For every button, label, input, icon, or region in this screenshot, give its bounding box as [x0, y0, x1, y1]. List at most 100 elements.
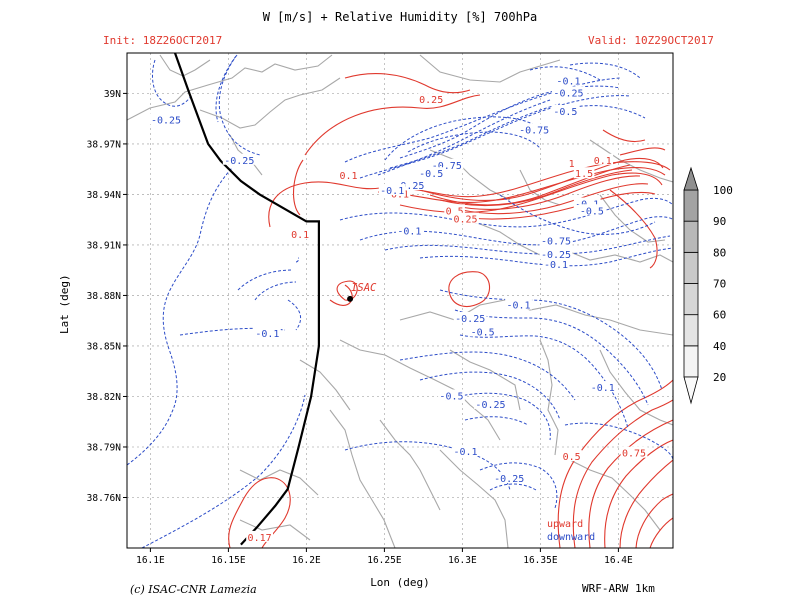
- contour-label-downward-bg: [149, 113, 183, 125]
- station-marker: ISAC: [347, 282, 377, 302]
- contour-label-downward: -0.1: [556, 77, 580, 88]
- legend-upward: upward: [547, 519, 584, 530]
- contour-label-downward-bg: [551, 104, 579, 116]
- y-tick-label: 38.91N: [87, 240, 122, 251]
- colorbar-segment: [683, 251, 699, 284]
- valid-time-label: Valid: 10Z29OCT2017: [588, 34, 714, 47]
- contour-label-upward-bg: [289, 227, 311, 239]
- contour-label-downward-bg: [505, 298, 532, 310]
- contour-label-downward-bg: [254, 327, 281, 339]
- x-tick-label: 16.25E: [367, 555, 402, 566]
- contour-label-upward: 0.75: [622, 449, 646, 460]
- contour-label-downward: -0.25: [541, 250, 571, 261]
- contour-label-upward: 0.1: [291, 230, 309, 241]
- contour-label-upward-bg: [452, 212, 479, 224]
- colorbar-label: 20: [713, 371, 726, 384]
- contour-label-upward: 0.1: [594, 156, 612, 167]
- contour-label-downward: -0.25: [224, 156, 254, 167]
- model-label: WRF-ARW 1km: [582, 582, 655, 595]
- x-tick-label: 16.3E: [448, 555, 477, 566]
- contour-label-downward: -0.75: [432, 161, 462, 172]
- colorbar-label: 70: [713, 278, 726, 291]
- x-tick-label: 16.1E: [136, 555, 165, 566]
- x-axis-label: Lon (deg): [370, 576, 430, 589]
- colorbar-segment: [683, 283, 699, 316]
- contour-label-downward: -0.1: [380, 186, 404, 197]
- coastline: [173, 53, 320, 546]
- contour-label-downward: -0.1: [544, 260, 568, 271]
- contour-label-downward: -0.1: [507, 301, 531, 312]
- contour-label-downward: -0.25: [455, 314, 485, 325]
- contour-label-upward-bg: [620, 446, 648, 458]
- contour-label-downward-bg: [589, 381, 617, 393]
- contour-label-downward: -0.1: [453, 447, 477, 458]
- y-tick-label: 38.85N: [87, 341, 122, 352]
- contour-label-downward-bg: [573, 197, 601, 209]
- contour-label-downward-bg: [438, 389, 465, 401]
- y-axis-label: Lat (deg): [58, 274, 71, 334]
- contour-label-downward-bg: [378, 184, 406, 196]
- colorbar: 20 40 60 70 80 90 100: [683, 166, 733, 405]
- contour-label-downward: -0.75: [519, 125, 549, 136]
- colorbar-label: 80: [713, 246, 726, 259]
- contour-label-downward: -0.25: [475, 400, 505, 411]
- colorbar-bottom-arrow: [683, 376, 699, 405]
- contour-labels: 0.250.10.10.10.50.2511.50.10.50.750.17-0…: [149, 74, 648, 544]
- contour-label-downward-bg: [551, 86, 585, 98]
- contour-label-downward: -0.1: [591, 383, 615, 394]
- y-tick-label: 38.88N: [87, 291, 122, 302]
- y-tick-label: 38.94N: [87, 190, 122, 201]
- contour-label-downward-bg: [222, 153, 256, 165]
- station-label: ISAC: [351, 282, 377, 294]
- x-tick-label: 16.4E: [604, 555, 633, 566]
- axes: 16.1E 16.15E 16.2E 16.25E 16.3E 16.35E 16.4E 38…: [87, 89, 633, 566]
- station-dot: [347, 295, 354, 302]
- colorbar-label: 90: [713, 215, 726, 228]
- contour-label-downward: -0.25: [494, 474, 524, 485]
- contour-label-upward-bg: [417, 93, 445, 105]
- contour-label-downward-bg: [555, 74, 582, 86]
- contour-label-downward-bg: [452, 445, 479, 457]
- legend-downward: downward: [547, 532, 596, 543]
- contour-label-upward-bg: [567, 157, 576, 169]
- contour-label-downward: -0.1: [397, 226, 421, 237]
- x-tick-label: 16.15E: [211, 555, 246, 566]
- contour-label-downward-bg: [469, 325, 497, 337]
- colorbar-label: 40: [713, 340, 726, 353]
- contour-label-downward-bg: [517, 123, 551, 135]
- contour-label-upward-bg: [444, 204, 465, 216]
- colorbar-segment: [683, 220, 699, 253]
- y-tick-label: 38.76N: [87, 493, 122, 504]
- contour-label-upward-bg: [561, 450, 582, 462]
- chart-title: W [m/s] + Relative Humidity [%] 700hPa: [262, 10, 538, 24]
- contour-label-downward-bg: [473, 397, 507, 409]
- y-tick-label: 39N: [104, 89, 121, 100]
- contour-label-upward: 1: [569, 159, 575, 170]
- plot-frame: [126, 52, 674, 549]
- contour-label-upward: 0.17: [248, 533, 272, 544]
- x-tick-label: 16.35E: [523, 555, 558, 566]
- contour-label-downward-bg: [539, 248, 573, 260]
- colorbar-segment: [683, 314, 699, 347]
- y-tick-label: 38.79N: [87, 442, 122, 453]
- contour-label-downward: -0.1: [255, 329, 279, 340]
- contour-label-downward: -0.25: [394, 181, 424, 192]
- credit-text: (c) ISAC-CNR Lamezia: [130, 583, 257, 596]
- contour-label-downward: -0.25: [151, 115, 181, 126]
- colorbar-label: 100: [713, 184, 733, 197]
- init-time-label: Init: 18Z26OCT2017: [103, 34, 223, 47]
- contour-label-upward-bg: [246, 530, 273, 542]
- colorbar-label: 60: [713, 309, 726, 322]
- contour-label-downward: -0.25: [553, 88, 583, 99]
- plot-background: [127, 53, 673, 548]
- contour-label-downward-bg: [395, 224, 423, 236]
- contour-label-downward-bg: [392, 179, 426, 191]
- contour-label-upward: 0.1: [339, 171, 357, 182]
- y-tick-label: 38.97N: [87, 139, 122, 150]
- contour-label-upward: 1.5: [575, 169, 593, 180]
- contour-label-downward: -0.5: [553, 107, 577, 118]
- contour-label-upward: 0.25: [453, 215, 477, 226]
- contour-label-downward-bg: [578, 204, 606, 216]
